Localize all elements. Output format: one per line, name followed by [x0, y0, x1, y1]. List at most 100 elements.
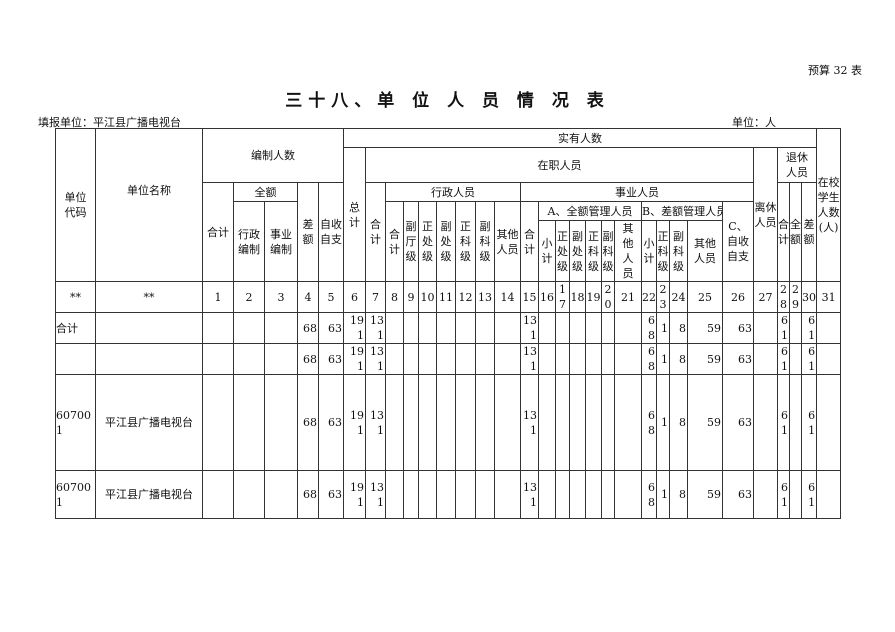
header-a-total: 合计 — [385, 201, 404, 282]
value-cell: 131 — [365, 343, 386, 375]
table-row: 607001 平江县广播电视台 68 63 191 131 131 68 1 8 59 63 61 61 — [55, 374, 842, 471]
header-ib-fk: 副科级 — [669, 220, 688, 282]
header-a-zc: 正处级 — [418, 201, 437, 282]
value-cell: 1 — [656, 312, 670, 344]
value-cell — [569, 374, 586, 471]
value-cell — [455, 374, 476, 471]
value-cell — [753, 374, 778, 471]
header-o-total: 合计 — [365, 182, 386, 282]
value-cell — [789, 312, 802, 344]
header-admin: 行政人员 — [385, 182, 521, 202]
header-t-full: 全额 — [789, 182, 802, 282]
column-number: 27 — [753, 281, 778, 313]
value-cell — [202, 374, 234, 471]
value-cell: 131 — [520, 470, 539, 519]
header-t-diff: 差额 — [800, 182, 818, 282]
column-number: 26 — [722, 281, 754, 313]
value-cell — [475, 312, 495, 344]
column-number-row: ** ** 1 2 3 4 5 6 7 8 9 10 11 12 13 14 15 16 17 18 19 20 21 22 2… — [55, 281, 842, 313]
value-cell — [436, 470, 456, 519]
value-cell — [436, 343, 456, 375]
column-number: 22 — [641, 281, 657, 313]
value-cell — [418, 374, 437, 471]
value-cell: 68 — [297, 343, 319, 375]
column-number: 20 — [601, 281, 615, 313]
header-a-fk: 副科级 — [475, 201, 495, 282]
header-s-total: 合计 — [202, 182, 234, 282]
value-cell — [569, 470, 586, 519]
value-cell: 131 — [365, 470, 386, 519]
unit-name-cell — [95, 312, 203, 344]
reporting-unit: 填报单位：平江县广播电视台 — [38, 116, 181, 129]
column-number: 14 — [494, 281, 521, 313]
column-number: 18 — [569, 281, 586, 313]
value-cell — [475, 374, 495, 471]
column-number: 25 — [687, 281, 723, 313]
unit-name-cell — [95, 343, 203, 375]
value-cell — [601, 312, 615, 344]
value-cell — [816, 374, 842, 471]
value-cell — [601, 374, 615, 471]
value-cell — [418, 312, 437, 344]
value-cell — [614, 312, 642, 344]
value-cell: 61 — [800, 312, 818, 344]
header-ib-zk: 正科级 — [656, 220, 670, 282]
value-cell — [385, 470, 404, 519]
header-t-total: 合计 — [777, 182, 790, 282]
header-name: 单位名称 — [95, 128, 203, 282]
column-number: 5 — [318, 281, 344, 313]
value-cell: 63 — [318, 374, 344, 471]
value-cell — [233, 312, 265, 344]
value-cell — [494, 312, 521, 344]
value-cell — [569, 343, 586, 375]
unit-code-cell: 607001 — [55, 470, 96, 519]
column-number: 23 — [656, 281, 670, 313]
column-number: 30 — [800, 281, 818, 313]
value-cell: 8 — [669, 343, 688, 375]
unit-code-cell — [55, 343, 96, 375]
value-cell: 8 — [669, 374, 688, 471]
table-row: 合计 68 63 191 131 131 68 1 8 59 63 61 61 — [55, 312, 842, 344]
value-cell — [753, 470, 778, 519]
value-cell — [436, 312, 456, 344]
value-cell — [538, 470, 556, 519]
value-cell: 68 — [297, 374, 319, 471]
value-cell: 59 — [687, 343, 723, 375]
value-cell — [601, 470, 615, 519]
value-cell — [403, 470, 419, 519]
value-cell — [418, 343, 437, 375]
value-cell: 191 — [343, 470, 366, 519]
column-number: ** — [55, 281, 96, 313]
value-cell: 1 — [656, 343, 670, 375]
value-cell: 68 — [641, 470, 657, 519]
value-cell — [233, 343, 265, 375]
header-total: 总计 — [343, 147, 366, 282]
value-cell: 63 — [722, 470, 754, 519]
value-cell — [614, 374, 642, 471]
value-cell — [816, 343, 842, 375]
value-cell — [475, 343, 495, 375]
column-number: 28 — [777, 281, 790, 313]
header-actual: 实有人数 — [342, 128, 818, 148]
value-cell: 63 — [722, 374, 754, 471]
value-cell — [385, 312, 404, 344]
header-s-self: 自收自支 — [318, 182, 344, 282]
measure-unit: 单位：人 — [732, 116, 776, 129]
value-cell: 68 — [297, 312, 319, 344]
header-ia-fk: 副科级 — [601, 220, 615, 282]
column-number: 12 — [455, 281, 476, 313]
value-cell: 59 — [687, 312, 723, 344]
column-number: 16 — [538, 281, 556, 313]
value-cell — [264, 374, 298, 471]
header-staffing: 编制人数 — [202, 128, 344, 183]
column-number: 21 — [614, 281, 642, 313]
value-cell: 1 — [656, 374, 670, 471]
value-cell — [233, 374, 265, 471]
header-a-fc: 副处级 — [436, 201, 456, 282]
value-cell — [202, 343, 234, 375]
value-cell: 191 — [343, 374, 366, 471]
value-cell: 8 — [669, 470, 688, 519]
unit-name-cell: 平江县广播电视台 — [95, 470, 203, 519]
header-code: 单位代码 — [55, 128, 96, 282]
value-cell: 1 — [656, 470, 670, 519]
